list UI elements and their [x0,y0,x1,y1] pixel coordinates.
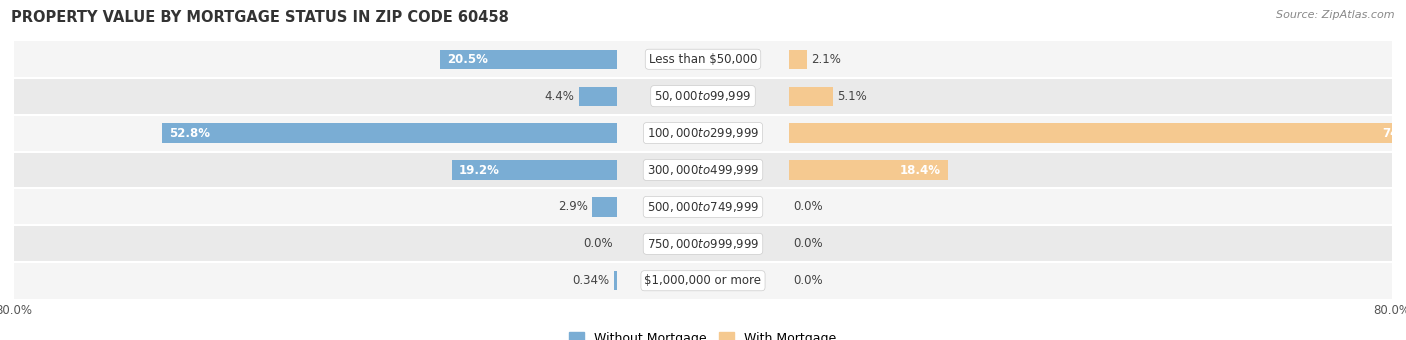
Bar [789,160,948,180]
Text: 4.4%: 4.4% [544,90,575,103]
Bar [614,271,617,290]
Text: 2.9%: 2.9% [558,200,588,214]
Text: 0.0%: 0.0% [793,200,823,214]
Text: 20.5%: 20.5% [447,53,488,66]
Text: 5.1%: 5.1% [838,90,868,103]
Text: 2.1%: 2.1% [811,53,841,66]
Bar [579,87,617,106]
Bar [14,225,1392,262]
Text: $1,000,000 or more: $1,000,000 or more [644,274,762,287]
Text: 19.2%: 19.2% [458,164,499,176]
Bar [440,50,617,69]
Text: 0.0%: 0.0% [583,237,613,250]
Bar [14,115,1392,152]
Text: 0.34%: 0.34% [572,274,610,287]
Text: 18.4%: 18.4% [900,164,941,176]
Text: 0.0%: 0.0% [793,237,823,250]
Text: Less than $50,000: Less than $50,000 [648,53,758,66]
Text: $750,000 to $999,999: $750,000 to $999,999 [647,237,759,251]
Bar [789,87,832,106]
Bar [14,262,1392,299]
Bar [789,123,1406,143]
Legend: Without Mortgage, With Mortgage: Without Mortgage, With Mortgage [564,327,842,340]
Bar [14,152,1392,188]
Text: 0.0%: 0.0% [793,274,823,287]
Text: $100,000 to $299,999: $100,000 to $299,999 [647,126,759,140]
Text: 74.4%: 74.4% [1382,126,1406,140]
Text: PROPERTY VALUE BY MORTGAGE STATUS IN ZIP CODE 60458: PROPERTY VALUE BY MORTGAGE STATUS IN ZIP… [11,10,509,25]
Bar [162,123,617,143]
Bar [14,78,1392,115]
Bar [14,41,1392,78]
Text: $300,000 to $499,999: $300,000 to $499,999 [647,163,759,177]
Text: $50,000 to $99,999: $50,000 to $99,999 [654,89,752,103]
Text: 52.8%: 52.8% [169,126,209,140]
Bar [14,188,1392,225]
Text: Source: ZipAtlas.com: Source: ZipAtlas.com [1277,10,1395,20]
Bar [789,50,807,69]
Bar [592,197,617,217]
Text: $500,000 to $749,999: $500,000 to $749,999 [647,200,759,214]
Bar [451,160,617,180]
